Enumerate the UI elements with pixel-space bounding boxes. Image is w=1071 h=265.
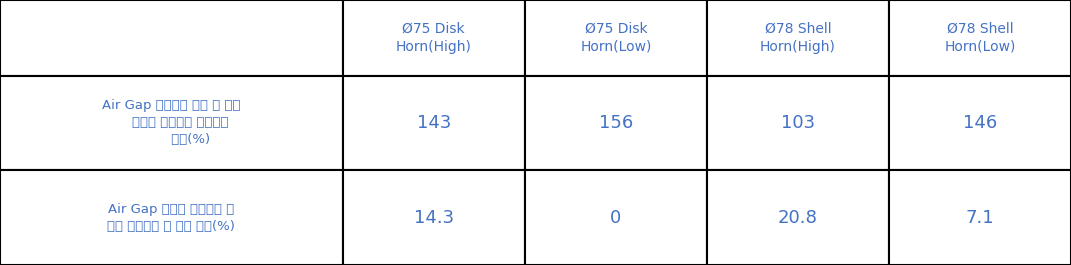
Text: 14.3: 14.3 bbox=[413, 209, 454, 227]
Bar bbox=[707, 0, 889, 76]
Text: Ø75 Disk
Horn(Low): Ø75 Disk Horn(Low) bbox=[580, 21, 651, 54]
Bar bbox=[343, 170, 525, 265]
Text: Ø75 Disk
Horn(High): Ø75 Disk Horn(High) bbox=[396, 21, 471, 54]
Bar bbox=[525, 76, 707, 170]
Text: Ø78 Shell
Horn(Low): Ø78 Shell Horn(Low) bbox=[945, 21, 1015, 54]
Text: 146: 146 bbox=[963, 114, 997, 132]
Text: Air Gap 산술적 공차해석 값
대비 설계목표 값 공유 비율(%): Air Gap 산술적 공차해석 값 대비 설계목표 값 공유 비율(%) bbox=[107, 203, 236, 233]
Bar bbox=[0, 76, 343, 170]
Text: 143: 143 bbox=[417, 114, 451, 132]
Bar bbox=[889, 76, 1071, 170]
Text: 7.1: 7.1 bbox=[966, 209, 994, 227]
Bar bbox=[525, 0, 707, 76]
Bar bbox=[343, 76, 525, 170]
Text: 103: 103 bbox=[781, 114, 815, 132]
Text: Air Gap 설계목표 평균 값 대비
    산술적 공차해석 기준치수
         비율(%): Air Gap 설계목표 평균 값 대비 산술적 공차해석 기준치수 비율(%) bbox=[102, 99, 241, 147]
Bar bbox=[343, 0, 525, 76]
Text: 0: 0 bbox=[610, 209, 621, 227]
Text: 156: 156 bbox=[599, 114, 633, 132]
Text: Ø78 Shell
Horn(High): Ø78 Shell Horn(High) bbox=[760, 21, 835, 54]
Bar bbox=[889, 0, 1071, 76]
Bar bbox=[0, 0, 343, 76]
Bar bbox=[707, 76, 889, 170]
Bar bbox=[525, 170, 707, 265]
Bar bbox=[0, 170, 343, 265]
Bar bbox=[889, 170, 1071, 265]
Bar bbox=[707, 170, 889, 265]
Text: 20.8: 20.8 bbox=[778, 209, 818, 227]
